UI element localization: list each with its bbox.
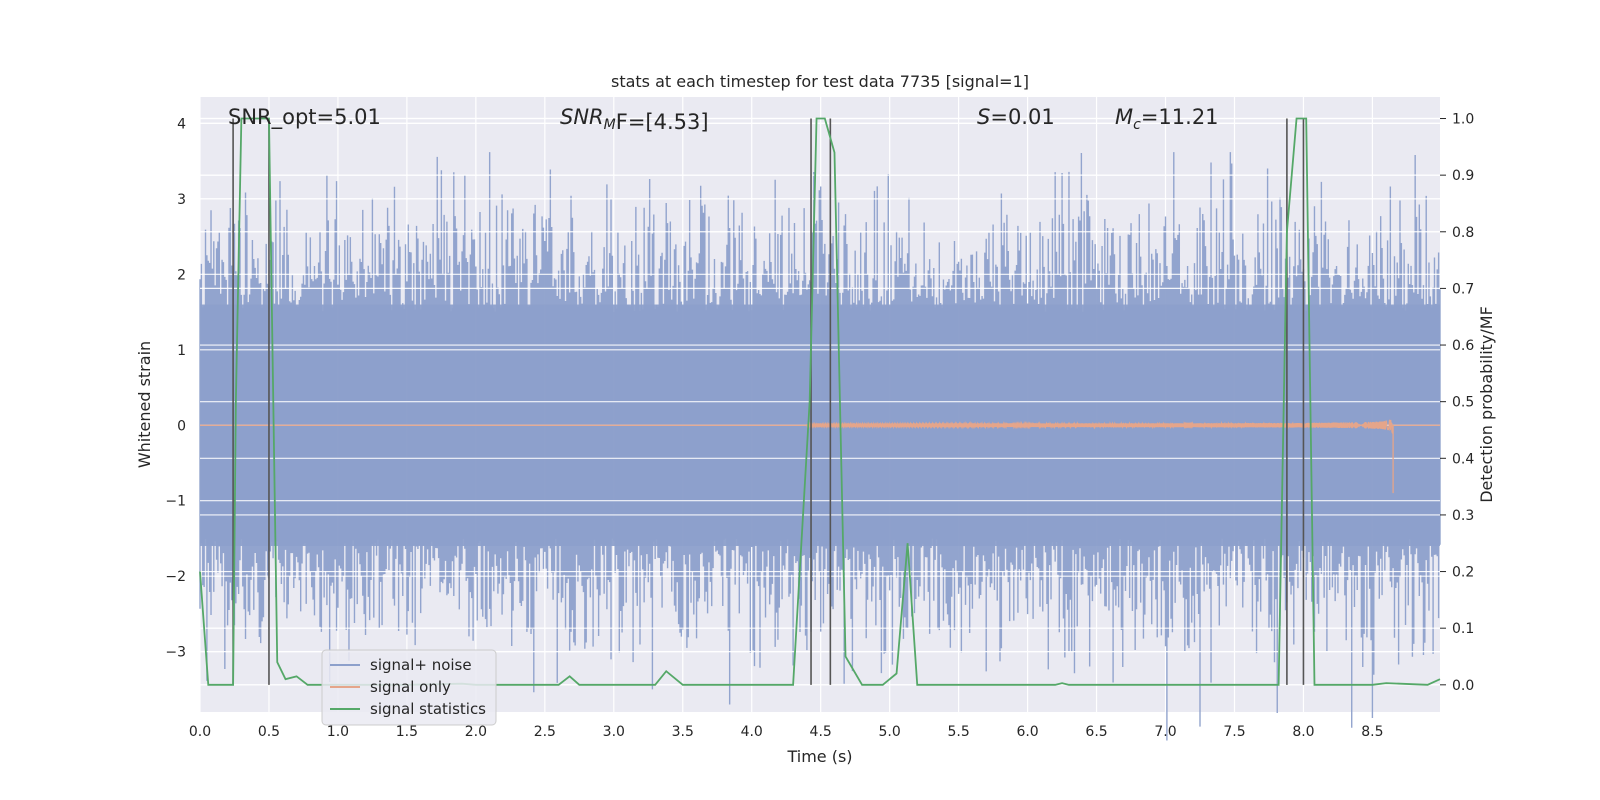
x-tick-label: 1.5 (396, 724, 418, 740)
y2-tick-label: 0.7 (1452, 281, 1474, 297)
stats-line (199, 117, 1441, 686)
mc-rest: =11.21 (1141, 105, 1219, 129)
x-tick-label: 6.5 (1085, 724, 1107, 740)
stats-series (199, 117, 1441, 686)
y2-axis-label: Detection probability/MF (1477, 306, 1496, 503)
y2-tick-label: 0.0 (1452, 678, 1474, 694)
x-tick-label: 4.0 (741, 724, 763, 740)
y2-tick-label: 0.8 (1452, 225, 1474, 241)
x-tick-label: 5.0 (879, 724, 901, 740)
y2-tick-label: 0.3 (1452, 508, 1474, 524)
x-axis-label: Time (s) (786, 747, 852, 766)
snr-mf-rest: F=[4.53] (616, 110, 709, 134)
chart-title: stats at each timestep for test data 773… (611, 72, 1029, 91)
y-tick-labels: −3 −2 −1 0 1 2 3 4 (165, 116, 186, 660)
s-main: S (977, 105, 990, 129)
x-tick-label: 6.0 (1016, 724, 1038, 740)
x-tick-label: 2.5 (534, 724, 556, 740)
x-tick-label: 3.5 (672, 724, 694, 740)
annotation-mc: Mc=11.21 (1115, 105, 1219, 133)
x-tick-label: 3.0 (603, 724, 625, 740)
y-tick-label: 4 (177, 116, 186, 132)
detection-vlines (232, 118, 1305, 685)
x-tick-label: 8.0 (1292, 724, 1314, 740)
y2-tick-label: 0.9 (1452, 168, 1474, 184)
snr-mf-main: SNR (560, 105, 604, 129)
y2-tick-label: 0.4 (1452, 451, 1474, 467)
x-tick-label: 4.5 (810, 724, 832, 740)
y2-tick-labels: 0.0 0.1 0.2 0.3 0.4 0.5 0.6 0.7 0.8 0.9 1.0 (1440, 112, 1474, 694)
y-axis-label: Whitened strain (135, 341, 154, 468)
annotation-snr-mf: SNRMF=[4.53] (560, 105, 709, 134)
legend: signal+ noise signal only signal statist… (321, 649, 497, 726)
y2-tick-label: 0.1 (1452, 621, 1474, 637)
y2-tick-label: 0.5 (1452, 395, 1474, 411)
y-tick-label: −1 (165, 494, 186, 510)
legend-label-noise: signal+ noise (370, 656, 472, 674)
y-tick-label: 3 (177, 192, 186, 208)
y-tick-label: −3 (165, 645, 186, 661)
mc-sub: c (1133, 117, 1141, 133)
y-tick-label: −2 (165, 569, 186, 585)
x-tick-label: 7.0 (1154, 724, 1176, 740)
y-tick-label: 1 (177, 343, 186, 359)
signal-line (200, 419, 1440, 494)
x-tick-label: 7.5 (1223, 724, 1245, 740)
legend-box (321, 649, 497, 726)
s-rest: =0.01 (990, 105, 1054, 129)
x-tick-label: 0.0 (189, 724, 211, 740)
x-tick-label: 2.0 (465, 724, 487, 740)
x-tick-label: 5.5 (947, 724, 969, 740)
x-tick-label: 0.5 (258, 724, 280, 740)
y2-tick-label: 0.6 (1452, 338, 1474, 354)
y2-tick-label: 1.0 (1452, 112, 1474, 128)
signal-series (200, 419, 1440, 494)
y2-tick-label: 0.2 (1452, 565, 1474, 581)
legend-label-stats: signal statistics (370, 700, 486, 718)
x-tick-label: 8.5 (1361, 724, 1383, 740)
x-tick-labels: 0.0 0.5 1.0 1.5 2.0 2.5 3.0 3.5 4.0 4.5 5.0 5.5 6.0 6… (189, 724, 1384, 740)
y-tick-label: 2 (177, 267, 186, 283)
legend-label-signal: signal only (370, 678, 451, 696)
x-tick-label: 1.0 (327, 724, 349, 740)
mc-main: M (1115, 105, 1133, 129)
snr-mf-sub: M (604, 117, 616, 133)
annotation-s: S=0.01 (977, 105, 1055, 129)
y-tick-label: 0 (177, 418, 186, 434)
annotation-snr-opt: SNR_opt=5.01 (228, 105, 381, 130)
